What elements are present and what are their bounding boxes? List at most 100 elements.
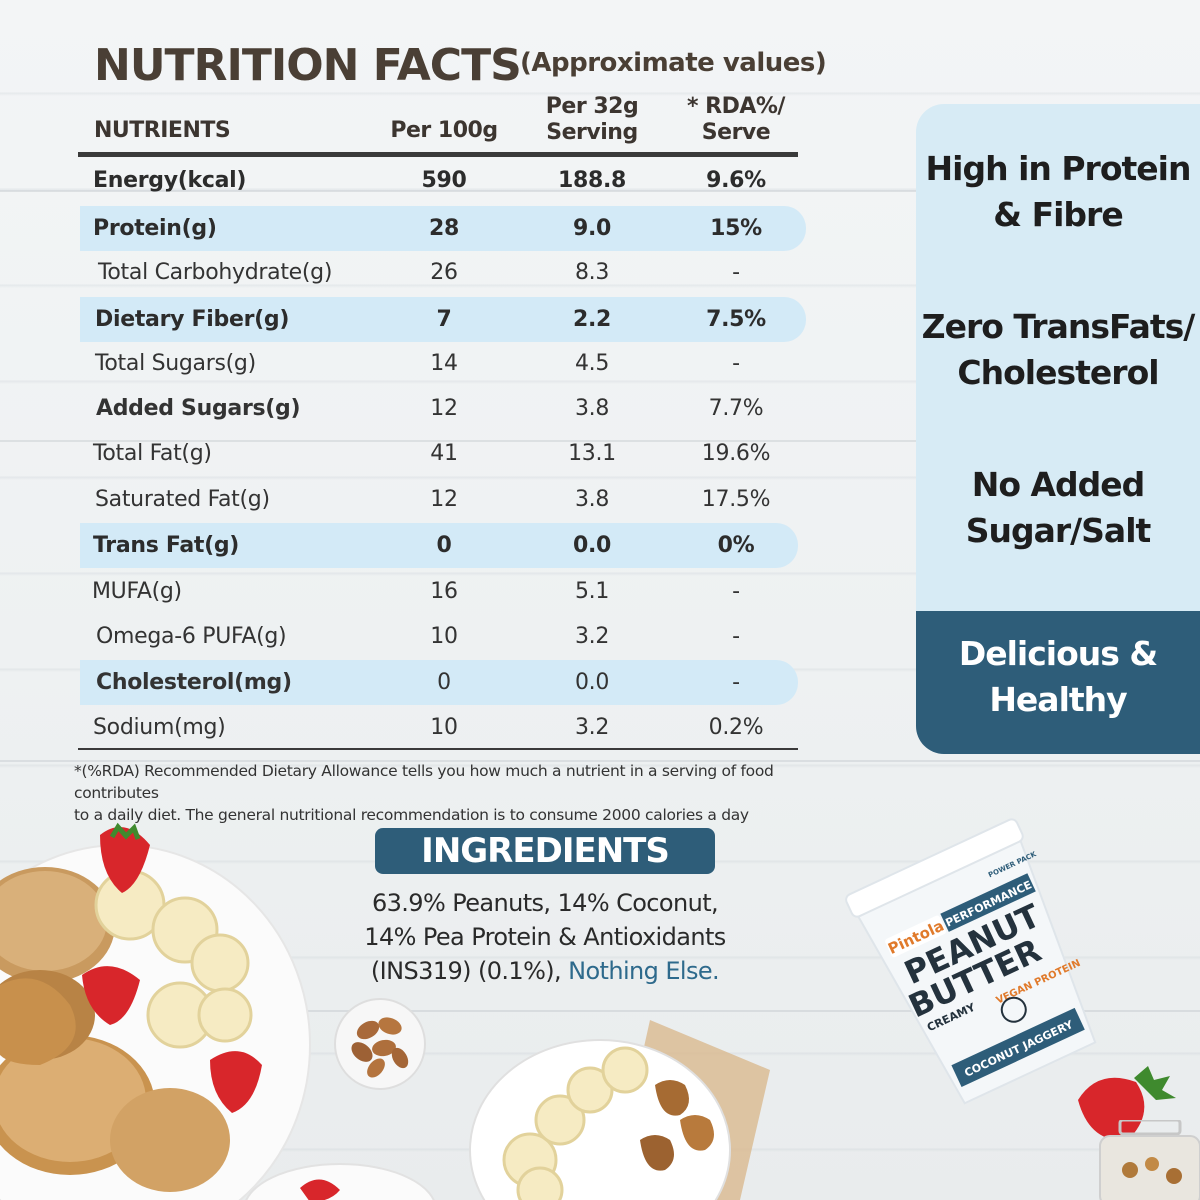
row-per-100g: 10 — [430, 715, 458, 740]
row-per-serving: 3.8 — [574, 396, 610, 421]
row-per-serving: 2.2 — [572, 307, 612, 332]
feature-line: No Added — [971, 465, 1146, 504]
column-header-per-serving: Per 32g Serving — [530, 94, 654, 146]
row-per-100g: 7 — [436, 307, 452, 332]
ingredients-badge: INGREDIENTS — [375, 828, 715, 874]
feature-line: Cholesterol — [957, 353, 1159, 392]
row-per-serving: 13.1 — [568, 441, 616, 466]
row-per-serving: 0.0 — [574, 670, 610, 695]
row-rda: - — [732, 351, 740, 376]
table-row: Sodium(mg) 10 3.2 0.2% — [80, 705, 780, 750]
row-nutrient-name: Dietary Fiber(g) — [95, 307, 290, 332]
table-row: Saturated Fat(g) 12 3.8 17.5% — [80, 477, 780, 522]
product-tub-illustration: Pintola PERFORMANCE PEANUT BUTTER CREAMY… — [845, 818, 1097, 1105]
row-nutrient-name: Energy(kcal) — [93, 168, 247, 193]
feature-line: Zero TransFats/ — [921, 307, 1196, 346]
wood-plank-line — [0, 1010, 1200, 1012]
page-title: NUTRITION FACTS — [94, 40, 522, 91]
row-per-serving: 3.2 — [574, 624, 610, 649]
table-row: Total Fat(g) 41 13.1 19.6% — [80, 431, 780, 476]
row-rda: - — [732, 670, 740, 695]
table-row: Omega-6 PUFA(g) 10 3.2 - — [80, 614, 780, 659]
column-header-rda-line2: Serve — [701, 120, 771, 145]
table-bottom-rule — [78, 748, 798, 750]
wood-plank-line — [0, 190, 1200, 192]
table-row: Cholesterol(mg) 0 0.0 - — [80, 660, 798, 705]
table-row: Total Carbohydrate(g) 26 8.3 - — [80, 250, 780, 295]
column-header-per-serving-line2: Serving — [546, 120, 638, 145]
row-per-serving: 188.8 — [557, 168, 627, 193]
row-rda: 19.6% — [701, 441, 771, 466]
feature-line: Sugar/Salt — [965, 511, 1152, 550]
feature-line: Delicious & — [958, 634, 1158, 673]
yogurt-bowl-illustration — [469, 1020, 770, 1200]
table-row: Added Sugars(g) 12 3.8 7.7% — [80, 386, 780, 431]
column-header-nutrients: NUTRIENTS — [94, 118, 231, 143]
table-row: Trans Fat(g) 0 0.0 0% — [80, 523, 798, 568]
row-per-100g: 0 — [437, 670, 451, 695]
row-rda: 0.2% — [708, 715, 764, 740]
row-per-serving: 5.1 — [574, 579, 610, 604]
column-header-rda-line1: * RDA%/ — [687, 94, 785, 119]
footnote-line: *(%RDA) Recommended Dietary Allowance te… — [74, 762, 774, 802]
feature-no-added-sugar: No Added Sugar/Salt — [916, 462, 1200, 554]
rda-footnote: *(%RDA) Recommended Dietary Allowance te… — [74, 760, 854, 826]
feature-line: & Fibre — [993, 195, 1123, 234]
feature-line: High in Protein — [925, 149, 1192, 188]
feature-panel: High in Protein & Fibre Zero TransFats/ … — [916, 104, 1200, 754]
ingredients-line: 63.9% Peanuts, 14% Coconut, — [371, 889, 719, 917]
row-per-100g: 41 — [430, 441, 458, 466]
table-row: Dietary Fiber(g) 7 2.2 7.5% — [80, 297, 806, 342]
table-row: Energy(kcal) 590 188.8 9.6% — [80, 158, 780, 203]
row-nutrient-name: Cholesterol(mg) — [96, 670, 292, 695]
row-nutrient-name: Protein(g) — [93, 216, 217, 241]
column-header-per-serving-line1: Per 32g — [545, 94, 639, 119]
row-rda: - — [732, 579, 740, 604]
granola-jar-illustration — [1099, 1120, 1200, 1200]
row-nutrient-name: Saturated Fat(g) — [95, 487, 270, 512]
row-rda: 17.5% — [701, 487, 771, 512]
footnote-line: to a daily diet. The general nutritional… — [74, 806, 749, 824]
row-nutrient-name: Added Sugars(g) — [96, 396, 301, 421]
table-row: MUFA(g) 16 5.1 - — [80, 569, 780, 614]
feature-high-protein: High in Protein & Fibre — [916, 146, 1200, 238]
row-rda: 15% — [710, 216, 762, 241]
row-nutrient-name: Sodium(mg) — [93, 715, 226, 740]
row-nutrient-name: Omega-6 PUFA(g) — [96, 624, 287, 649]
row-per-serving: 4.5 — [574, 351, 610, 376]
row-per-serving: 0.0 — [572, 533, 612, 558]
wood-plank-line — [0, 440, 1200, 442]
row-per-serving: 9.0 — [572, 216, 612, 241]
row-nutrient-name: Total Carbohydrate(g) — [98, 260, 333, 285]
row-per-100g: 12 — [430, 396, 458, 421]
page-subtitle: (Approximate values) — [520, 48, 827, 78]
row-per-100g: 16 — [430, 579, 458, 604]
ingredients-text: 63.9% Peanuts, 14% Coconut, 14% Pea Prot… — [330, 886, 760, 988]
almonds-bowl-illustration — [334, 998, 426, 1090]
row-nutrient-name: Total Sugars(g) — [95, 351, 256, 376]
column-header-rda: * RDA%/ Serve — [676, 94, 796, 146]
row-per-100g: 12 — [430, 487, 458, 512]
row-per-100g: 10 — [430, 624, 458, 649]
row-per-serving: 8.3 — [574, 260, 610, 285]
row-per-serving: 3.2 — [574, 715, 610, 740]
row-per-100g: 0 — [436, 533, 452, 558]
table-top-rule — [78, 152, 798, 157]
strawberry-illustration — [1078, 1066, 1176, 1141]
row-rda: 7.7% — [708, 396, 764, 421]
table-row: Total Sugars(g) 14 4.5 - — [80, 341, 780, 386]
bolt-icon — [1000, 996, 1027, 1023]
feature-line: Healthy — [989, 680, 1127, 719]
wood-plank-line — [0, 760, 1200, 762]
row-nutrient-name: MUFA(g) — [92, 579, 182, 604]
ingredients-accent: Nothing Else. — [568, 957, 720, 985]
row-rda: 0% — [717, 533, 755, 558]
row-rda: - — [732, 624, 740, 649]
row-rda: - — [732, 260, 740, 285]
feature-delicious-healthy: Delicious & Healthy — [916, 611, 1200, 754]
row-per-100g: 28 — [428, 216, 459, 241]
column-header-per-100g: Per 100g — [390, 118, 498, 143]
table-row: Protein(g) 28 9.0 15% — [80, 206, 806, 251]
row-nutrient-name: Total Fat(g) — [93, 441, 212, 466]
ingredients-line-3: (INS319) (0.1%), — [370, 957, 562, 985]
